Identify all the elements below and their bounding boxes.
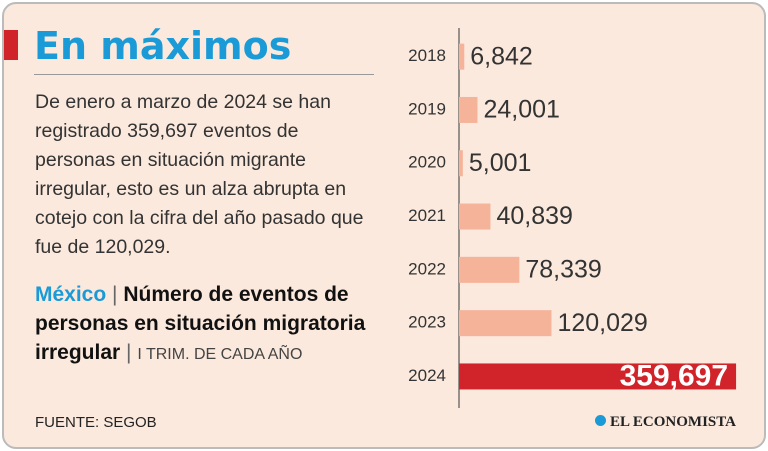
bar — [459, 150, 463, 177]
value-label: 40,839 — [496, 202, 572, 230]
bar — [459, 363, 737, 390]
separator: | — [112, 283, 118, 306]
bar — [459, 203, 491, 230]
y-tick-label: 2018 — [408, 46, 446, 65]
bar — [459, 96, 478, 123]
separator: | — [126, 341, 132, 364]
value-label: 359,697 — [620, 359, 728, 392]
brand-dot — [595, 415, 606, 426]
subtitle: México | Número de eventos de personas e… — [35, 280, 380, 369]
brand: EL ECONOMISTA — [595, 414, 736, 431]
bar — [459, 310, 552, 337]
y-tick-label: 2023 — [408, 313, 446, 332]
subtitle-main: Número de eventos de personas en situaci… — [35, 283, 366, 364]
y-tick-label: 2021 — [408, 206, 446, 225]
value-label: 78,339 — [525, 255, 601, 283]
brand-text: EL ECONOMISTA — [610, 414, 736, 430]
source: FUENTE: SEGOB — [35, 414, 157, 431]
title: En máximos — [34, 24, 292, 68]
value-label: 5,001 — [469, 149, 532, 177]
subtitle-note: I TRIM. DE CADA AÑO — [137, 346, 303, 363]
subtitle-region: México — [35, 283, 107, 306]
y-tick-label: 2024 — [408, 366, 446, 385]
bar — [459, 256, 520, 283]
y-tick-label: 2022 — [408, 259, 446, 278]
accent-tab — [4, 30, 18, 60]
y-tick-label: 2019 — [408, 99, 446, 118]
value-label: 24,001 — [483, 96, 559, 124]
description: De enero a marzo de 2024 se han registra… — [35, 91, 364, 258]
title-rule — [34, 74, 374, 75]
y-tick-label: 2020 — [408, 153, 446, 172]
chart: 2018 6,842 2019 24,001 2020 5,001 2021 40,839 20… — [408, 28, 737, 408]
value-label: 120,029 — [557, 309, 647, 337]
value-label: 6,842 — [470, 42, 533, 70]
bar — [459, 43, 465, 70]
